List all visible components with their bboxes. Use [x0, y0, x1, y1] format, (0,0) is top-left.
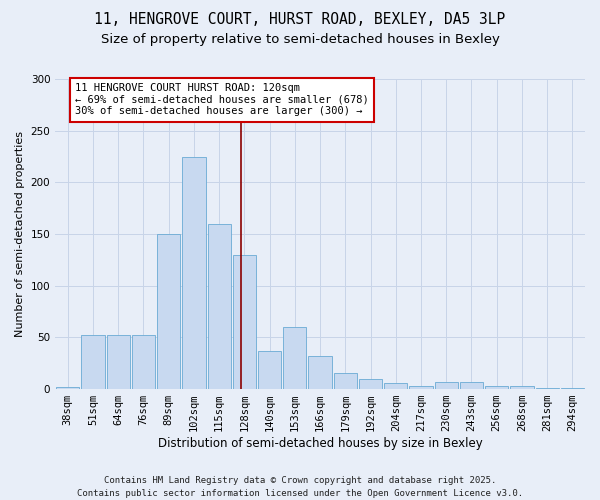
X-axis label: Distribution of semi-detached houses by size in Bexley: Distribution of semi-detached houses by …: [158, 437, 482, 450]
Bar: [434, 382, 458, 389]
Bar: [308, 356, 332, 389]
Bar: [409, 386, 433, 389]
Text: 11 HENGROVE COURT HURST ROAD: 120sqm
← 69% of semi-detached houses are smaller (: 11 HENGROVE COURT HURST ROAD: 120sqm ← 6…: [76, 83, 369, 116]
Bar: [283, 327, 307, 389]
Bar: [334, 372, 357, 389]
Text: Contains HM Land Registry data © Crown copyright and database right 2025.
Contai: Contains HM Land Registry data © Crown c…: [77, 476, 523, 498]
Bar: [157, 234, 181, 389]
Bar: [460, 382, 483, 389]
Text: Size of property relative to semi-detached houses in Bexley: Size of property relative to semi-detach…: [101, 32, 499, 46]
Bar: [82, 336, 104, 389]
Bar: [132, 336, 155, 389]
Bar: [182, 156, 206, 389]
Bar: [485, 386, 508, 389]
Bar: [359, 378, 382, 389]
Bar: [233, 254, 256, 389]
Bar: [107, 336, 130, 389]
Text: 11, HENGROVE COURT, HURST ROAD, BEXLEY, DA5 3LP: 11, HENGROVE COURT, HURST ROAD, BEXLEY, …: [94, 12, 506, 28]
Bar: [536, 388, 559, 389]
Bar: [511, 386, 533, 389]
Y-axis label: Number of semi-detached properties: Number of semi-detached properties: [15, 131, 25, 337]
Bar: [258, 351, 281, 389]
Bar: [208, 224, 231, 389]
Bar: [561, 388, 584, 389]
Bar: [384, 383, 407, 389]
Bar: [56, 387, 79, 389]
